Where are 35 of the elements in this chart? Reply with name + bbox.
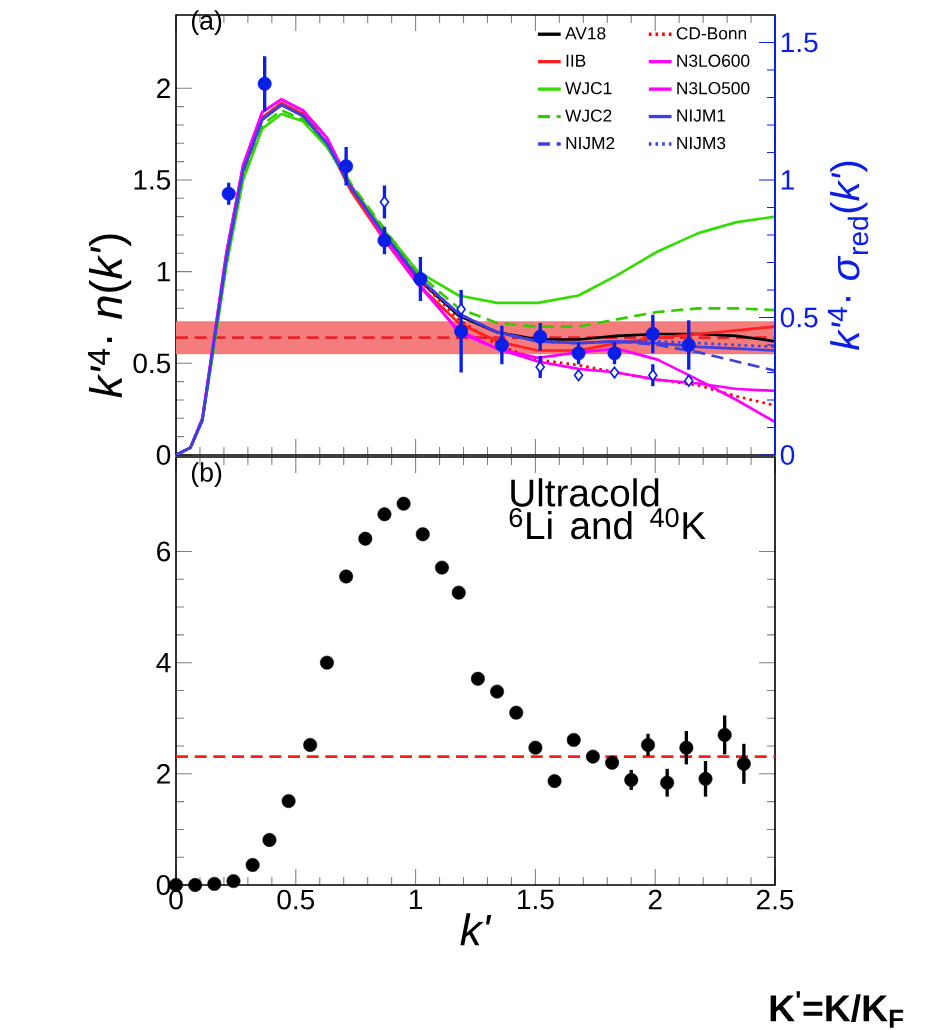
y-tick-label: 0	[156, 445, 171, 465]
x-tick-label: 1.5	[518, 889, 554, 910]
y-tick-label: 6	[157, 541, 171, 562]
legend-label: WJC2	[565, 109, 612, 122]
legend-label: CD-Bonn	[676, 27, 747, 40]
y-tick-label: 4	[156, 653, 171, 673]
legend-label: NIJM2	[566, 136, 615, 150]
y2-tick-label: 1.5	[781, 32, 818, 53]
legend-label: N3LO600	[677, 54, 750, 67]
x-axis-title: k'	[460, 913, 492, 946]
y-tick-label: 1.5	[134, 170, 171, 190]
x-tick-label: 2.5	[756, 889, 794, 910]
y-tick-label: 2	[157, 78, 170, 99]
y2-tick-label: 0.5	[780, 307, 818, 328]
y2-axis-title: k'$^{4}$· σ$_{red}$(k')	[827, 161, 869, 350]
legend-label: NIJM3	[677, 136, 726, 150]
y2-tick-label: 1	[781, 170, 794, 190]
y-axis-title: k'$^{4}$· n(k')	[87, 234, 132, 398]
legend-label: AV18	[565, 27, 606, 40]
annotation: Ultracold $^{6}$Li and $^{40}$K	[509, 478, 706, 540]
y-tick-label: 0.5	[133, 353, 171, 374]
legend-label: N3LO500	[677, 82, 750, 95]
x-tick-label: 2	[648, 889, 662, 910]
x-tick-label: 1	[409, 889, 423, 909]
y-tick-label: 2	[157, 764, 170, 784]
y-tick-label: 1	[157, 262, 170, 282]
y2-tick-label: 0	[780, 445, 795, 465]
annotation: (a)	[191, 10, 222, 36]
legend-label: WJC1	[565, 82, 612, 95]
annotation: (b)	[191, 462, 222, 488]
text: K$^{'}$=K/K$_{F}$	[770, 991, 904, 1028]
x-tick-label: 0.5	[277, 889, 315, 910]
y-tick-label: 0	[156, 875, 171, 895]
legend-label: IIB	[566, 54, 586, 67]
legend-label: NIJM1	[677, 109, 726, 122]
